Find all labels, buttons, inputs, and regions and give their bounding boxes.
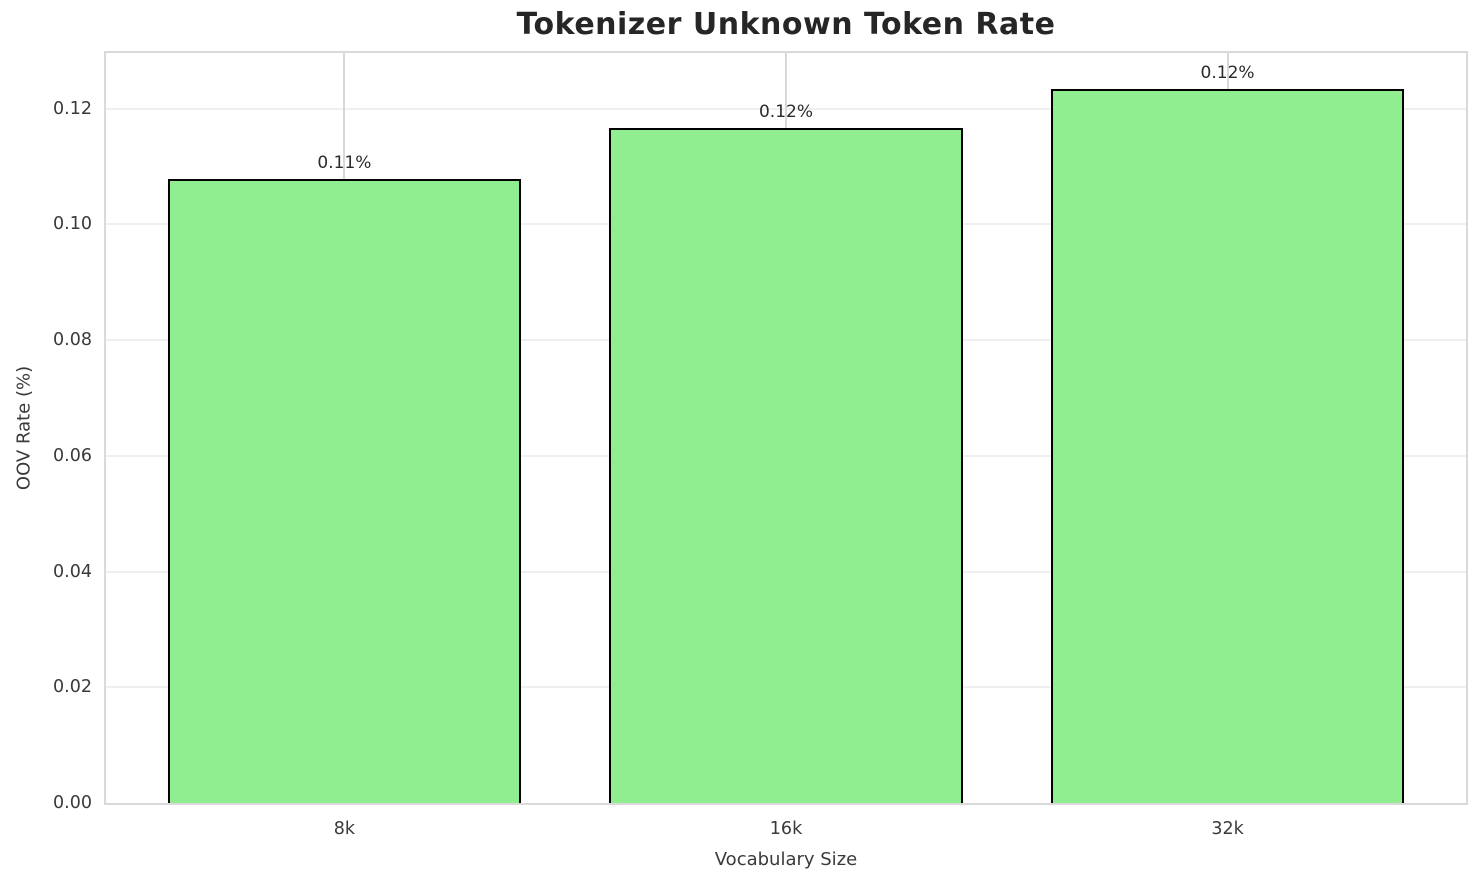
y-tick-label: 0.02	[53, 677, 92, 698]
x-axis-label: Vocabulary Size	[714, 849, 858, 870]
bar-value-label: 0.11%	[317, 153, 372, 174]
bar-value-label: 0.12%	[758, 101, 813, 122]
y-tick-label: 0.12	[53, 98, 92, 119]
y-tick-label: 0.06	[53, 445, 92, 466]
bar-value-label: 0.12%	[1200, 63, 1255, 84]
y-tick-label: 0.04	[53, 561, 92, 582]
chart-title: Tokenizer Unknown Token Rate	[516, 7, 1056, 42]
x-tick-label: 16k	[769, 819, 803, 839]
x-tick-label: 32k	[1211, 819, 1244, 839]
y-axis-label: OOV Rate (%)	[13, 365, 35, 491]
bar-16k	[609, 127, 963, 803]
bar-8k	[167, 179, 522, 803]
plot-area: 0.11% 0.12% 0.12%	[104, 51, 1468, 805]
y-tick-label: 0.10	[53, 214, 92, 235]
x-tick-label: 8k	[333, 819, 356, 839]
bar-32k	[1050, 89, 1405, 803]
y-tick-label: 0.00	[53, 793, 92, 813]
y-tick-label: 0.08	[53, 330, 92, 351]
